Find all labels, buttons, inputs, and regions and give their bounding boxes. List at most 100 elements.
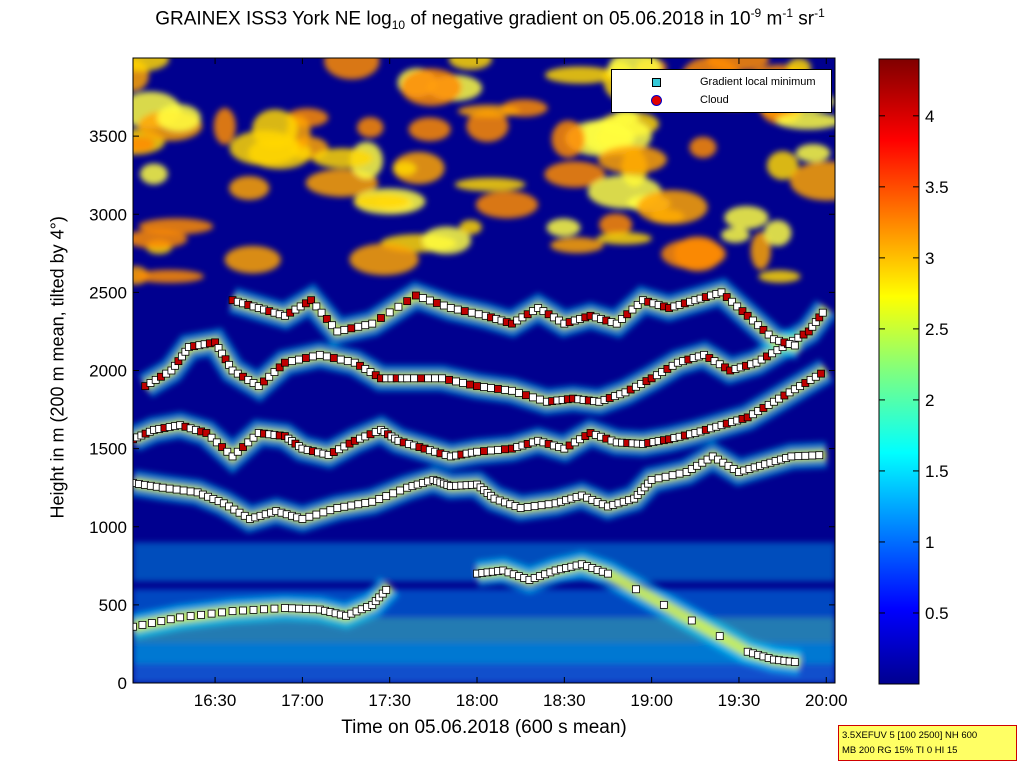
gradient-minimum-marker <box>212 438 221 447</box>
gradient-minimum-marker <box>308 605 317 614</box>
heat-patch <box>400 68 462 106</box>
heat-band <box>133 642 835 665</box>
gradient-minimum-marker <box>473 447 481 456</box>
gradient-minimum-marker <box>336 355 345 364</box>
gradient-minimum-marker <box>254 382 263 391</box>
cloud-marker <box>522 391 530 400</box>
heat-patch <box>156 104 202 132</box>
heat-patch <box>598 145 667 174</box>
gradient-minimum-marker <box>298 515 307 523</box>
gradient-minimum-marker <box>394 302 403 311</box>
gradient-minimum-marker <box>147 619 156 627</box>
cloud-marker <box>377 314 385 322</box>
y-tick-label: 1500 <box>89 440 127 459</box>
gradient-minimum-marker <box>207 433 216 442</box>
gradient-minimum-marker <box>319 508 328 517</box>
gradient-minimum-marker <box>326 506 335 515</box>
gradient-minimum-marker <box>305 512 314 521</box>
x-tick-label: 20:00 <box>805 691 848 710</box>
x-tick-label: 16:30 <box>194 691 237 710</box>
heat-patch <box>466 110 509 142</box>
gradient-minimum-marker <box>452 377 460 386</box>
cloud-marker <box>480 447 488 456</box>
y-tick-label: 1000 <box>89 518 127 537</box>
cloud-marker <box>417 374 426 383</box>
gradient-minimum-marker <box>801 451 810 460</box>
gradient-minimum-marker <box>265 372 274 381</box>
info-line: 3.5XEFUV 5 [100 2500] NH 600 <box>842 730 978 741</box>
chart-title: GRAINEX ISS3 York NE log10 of negative g… <box>0 6 980 32</box>
title-superscript: -1 <box>782 6 794 20</box>
square-marker-icon <box>652 78 661 87</box>
heat-patch <box>454 177 526 192</box>
gradient-minimum-marker <box>354 500 363 509</box>
gradient-minimum-marker <box>487 384 495 392</box>
heat-patch <box>673 236 722 272</box>
gradient-minimum-marker <box>808 451 817 460</box>
heat-patch <box>133 58 170 72</box>
heat-patch <box>775 112 835 130</box>
gradient-minimum-marker <box>425 296 434 305</box>
gradient-minimum-marker <box>508 386 516 395</box>
heat-patch <box>224 245 281 274</box>
gradient-minimum-marker <box>453 305 462 314</box>
gradient-minimum-marker <box>158 483 167 492</box>
heat-patch <box>546 218 581 237</box>
gradient-minimum-marker <box>628 305 637 314</box>
gradient-minimum-marker <box>186 487 195 496</box>
x-tick-label: 17:00 <box>281 691 324 710</box>
colorbar-tick-label: 1 <box>925 533 934 552</box>
gradient-minimum-marker <box>322 352 331 361</box>
colorbar-tick-label: 3.5 <box>925 178 949 197</box>
cloud-marker <box>218 443 226 451</box>
cloud-marker <box>738 307 747 316</box>
gradient-minimum-marker <box>347 501 356 510</box>
cloud-marker <box>473 382 481 391</box>
heat-patch <box>353 193 410 210</box>
cloud-marker <box>817 369 825 378</box>
gradient-minimum-marker <box>459 379 467 387</box>
gradient-minimum-marker <box>333 327 342 336</box>
title-subscript: 10 <box>391 18 406 33</box>
gradient-minimum-marker <box>668 471 677 480</box>
title-superscript: -9 <box>750 6 762 20</box>
heat-patch <box>750 232 771 270</box>
y-tick-label: 500 <box>99 596 127 615</box>
gradient-minimum-marker <box>165 484 174 493</box>
heat-patch <box>229 176 270 200</box>
gradient-minimum-marker <box>715 632 724 641</box>
marker-layer <box>133 288 827 666</box>
heat-patch <box>636 189 708 225</box>
cloud-marker <box>759 325 768 334</box>
gradient-minimum-marker <box>315 350 324 359</box>
heat-patch <box>392 151 445 185</box>
gradient-minimum-marker <box>361 321 370 330</box>
gradient-minimum-marker <box>544 500 553 509</box>
gradient-minimum-marker <box>340 325 349 334</box>
heat-patch <box>544 66 616 84</box>
cloud-marker <box>322 315 331 323</box>
gradient-minimum-marker <box>516 504 525 512</box>
heat-band <box>133 664 835 683</box>
gradient-minimum-marker <box>294 355 303 364</box>
x-tick-label: 17:30 <box>368 691 411 710</box>
colorbar-tick-label: 2.5 <box>925 320 949 339</box>
legend-item-gradient: Gradient local minimum <box>612 73 831 91</box>
cloud-marker <box>347 324 356 333</box>
cloud-marker <box>329 354 338 362</box>
gradient-minimum-marker <box>535 395 544 404</box>
gradient-minimum-marker <box>223 447 232 456</box>
cloud-marker <box>743 311 752 320</box>
heat-patch <box>421 226 472 255</box>
gradient-minimum-marker <box>385 308 394 317</box>
heat-patch <box>133 136 156 153</box>
heat-patch <box>448 58 492 70</box>
gradient-minimum-marker <box>288 357 296 366</box>
legend-item-cloud: Cloud <box>612 91 831 109</box>
gradient-minimum-marker <box>317 308 326 317</box>
gradient-minimum-marker <box>480 383 488 391</box>
gradient-minimum-marker <box>340 502 349 511</box>
title-part: of negative gradient on 05.06.2018 in 10 <box>405 8 751 30</box>
gradient-minimum-marker <box>157 617 166 626</box>
